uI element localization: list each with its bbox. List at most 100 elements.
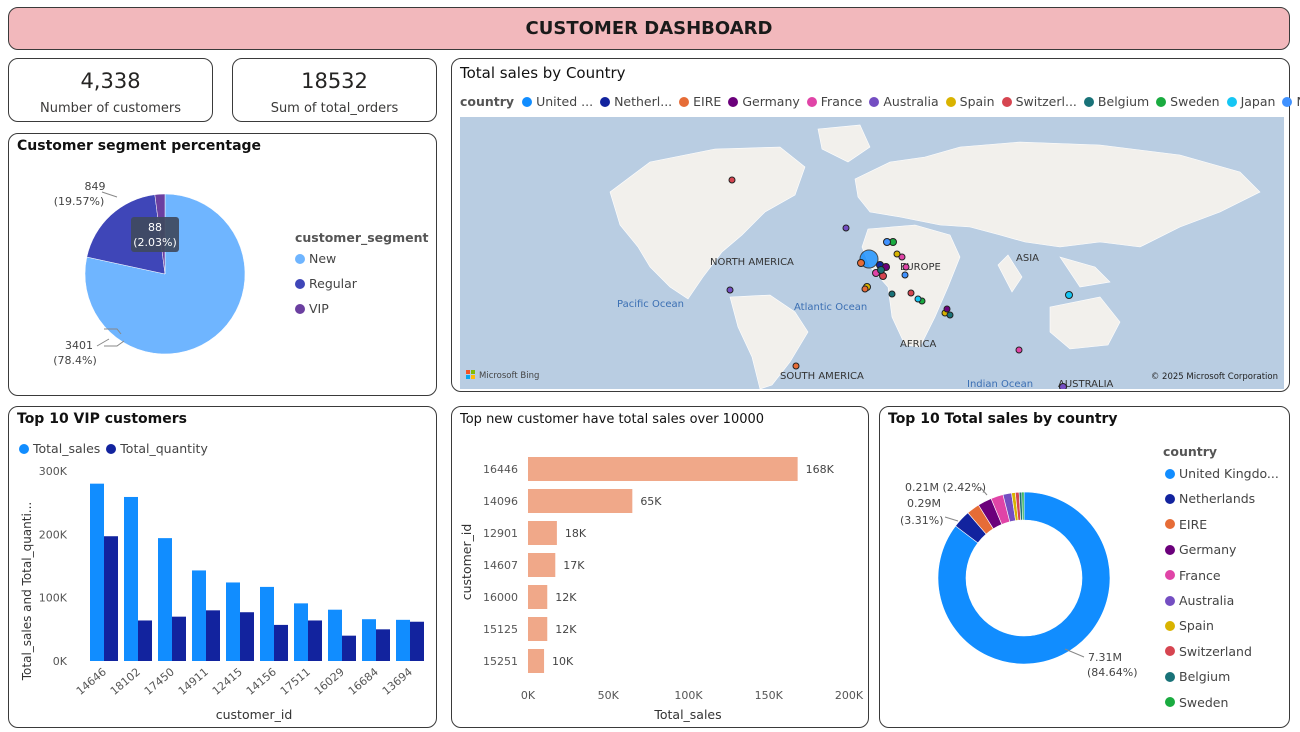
vip-bar-sales[interactable] [362, 619, 376, 661]
vip-bar-sales[interactable] [396, 619, 410, 661]
segment-legend-vip[interactable]: VIP [295, 301, 329, 316]
bubble-australia[interactable] [1059, 383, 1067, 390]
bubble-belgium[interactable] [877, 266, 885, 274]
vip-bar-quantity[interactable] [274, 624, 288, 661]
vip-bar-quantity[interactable] [240, 612, 254, 661]
vip-bar-quantity[interactable] [138, 620, 152, 661]
map-legend-item[interactable]: Norway [1282, 94, 1300, 109]
vip-bar-sales[interactable] [328, 609, 342, 661]
map-legend-item[interactable]: Netherl... [600, 94, 672, 109]
eurasia-shape [854, 141, 1261, 248]
vip-chart-card[interactable]: Top 10 VIP customers Total_sales Total_q… [8, 406, 437, 728]
donut-legend-item[interactable]: France [1165, 568, 1221, 583]
new-customer-bar[interactable] [528, 649, 545, 673]
bubble-singapore[interactable] [1015, 346, 1023, 354]
donut-chart-card[interactable]: Top 10 Total sales by country 0.21M (2.4… [879, 406, 1290, 728]
donut-slice[interactable] [937, 491, 1111, 665]
bubble-brazil[interactable] [792, 362, 800, 370]
vip-bar-sales[interactable] [260, 586, 274, 661]
circle-icon [1165, 544, 1175, 555]
donut-legend-item[interactable]: EIRE [1165, 517, 1207, 532]
donut-legend-item[interactable]: Belgium [1165, 669, 1230, 684]
bubble-uae[interactable] [946, 311, 954, 319]
new-customer-bar[interactable] [528, 521, 557, 545]
bubble-finland[interactable] [898, 253, 906, 261]
vip-x-tick: 14646 [74, 665, 109, 697]
pie-slice-regular[interactable] [86, 194, 166, 275]
new-customer-bar[interactable] [528, 457, 798, 481]
map-legend-item[interactable]: Australia [869, 94, 939, 109]
world-map-svg[interactable]: NORTH AMERICA EUROPE ASIA AFRICA SOUTH A… [460, 117, 1284, 389]
segment-pie-svg[interactable]: 849 (19.57%) 3401 (78.4%) 88 (2.03%) [9, 134, 436, 395]
map-legend-item[interactable]: Germany [728, 94, 800, 109]
vip-bar-quantity[interactable] [104, 536, 118, 661]
donut-svg[interactable]: 0.21M (2.42%) 0.29M (3.31%) 7.31M (84.64… [880, 407, 1289, 727]
vip-bar-quantity[interactable] [376, 629, 390, 661]
map-legend-item[interactable]: Belgium [1083, 94, 1149, 109]
bubble-eire[interactable] [857, 259, 865, 267]
new-customer-chart-card[interactable]: Top new customer have total sales over 1… [451, 406, 869, 728]
vip-bar-quantity[interactable] [308, 620, 322, 661]
bubble-japan[interactable] [1065, 291, 1073, 299]
new-bar-data-label: 12K [555, 591, 577, 604]
bubble-denmark[interactable] [893, 250, 901, 258]
map-card[interactable]: Total sales by Country country United ..… [451, 58, 1300, 392]
bubble-greece[interactable] [907, 289, 915, 297]
new-customer-bar[interactable] [528, 489, 633, 513]
vip-bar-sales[interactable] [90, 483, 104, 661]
vip-bar-sales[interactable] [158, 538, 172, 661]
bubble-lebanon[interactable] [914, 295, 922, 303]
bubble-norway[interactable] [883, 238, 891, 246]
donut-legend-item[interactable]: Netherlands [1165, 491, 1255, 506]
map-legend-item[interactable]: United ... [522, 94, 593, 109]
bubble-usa[interactable] [726, 286, 734, 294]
map-legend-item[interactable]: Spain [945, 94, 995, 109]
map-legend-item[interactable]: Sweden [1156, 94, 1220, 109]
vip-bar-quantity[interactable] [172, 616, 186, 661]
vip-bar-quantity[interactable] [342, 635, 356, 661]
kpi-orders-card[interactable]: 18532 Sum of total_orders [232, 58, 437, 122]
bubble-poland[interactable] [902, 263, 910, 271]
circle-icon [1165, 468, 1175, 479]
bubble-saudi-arabia[interactable] [943, 305, 951, 313]
donut-legend-item[interactable]: Germany [1165, 542, 1236, 557]
new-leader-line [104, 340, 125, 347]
donut-chart[interactable] [937, 491, 1111, 665]
map-legend-item[interactable]: France [806, 94, 862, 109]
kpi-customers-card[interactable]: 4,338 Number of customers [8, 58, 213, 122]
map-legend-item[interactable]: Switzerl... [1001, 94, 1077, 109]
new-customer-bar-svg[interactable]: customer_id Total_sales 0K 50K 100K 150K 200… [452, 407, 868, 727]
map-legend-item[interactable]: EIRE [679, 94, 721, 109]
donut-slice[interactable] [1021, 491, 1025, 521]
vip-bar-sales[interactable] [294, 603, 308, 661]
segment-chart-card[interactable]: Customer segment percentage 849 (19.57%)… [8, 133, 437, 396]
bubble-canada[interactable] [728, 176, 736, 184]
world-map[interactable]: NORTH AMERICA EUROPE ASIA AFRICA SOUTH A… [460, 117, 1284, 389]
new-customer-bar[interactable] [528, 553, 556, 577]
donut-legend-item[interactable]: United Kingdo... [1165, 466, 1279, 481]
bubble-portugal[interactable] [861, 285, 869, 293]
donut-legend-item[interactable]: Spain [1165, 618, 1214, 633]
bubble-austria[interactable] [901, 271, 909, 279]
segment-legend-regular[interactable]: Regular [295, 276, 357, 291]
vip-bar-quantity[interactable] [206, 610, 220, 661]
bing-logo: Microsoft Bing [466, 370, 539, 381]
vip-bar-sales[interactable] [124, 496, 138, 661]
donut-legend-item[interactable]: Switzerland [1165, 644, 1252, 659]
segment-legend-new[interactable]: New [295, 251, 336, 266]
vip-bar-quantity[interactable] [410, 621, 424, 661]
vip-bar-sales[interactable] [192, 570, 206, 661]
new-customer-bar[interactable] [528, 585, 548, 609]
country-bubbles[interactable] [726, 176, 1073, 390]
donut-legend-item[interactable]: Sweden [1165, 695, 1228, 710]
bubble-iceland[interactable] [842, 224, 850, 232]
new-customer-bar[interactable] [528, 617, 548, 641]
bubble-italy[interactable] [888, 290, 896, 298]
circle-icon [1001, 96, 1012, 107]
map-legend-item[interactable]: Japan [1226, 94, 1275, 109]
vip-bar-sales[interactable] [226, 582, 240, 661]
circle-icon [1083, 96, 1094, 107]
donut-legend-item[interactable]: Australia [1165, 593, 1234, 608]
vip-x-tick: 16029 [312, 665, 347, 697]
vip-bar-svg[interactable]: Total_sales and Total_quanti... customer… [9, 407, 436, 727]
